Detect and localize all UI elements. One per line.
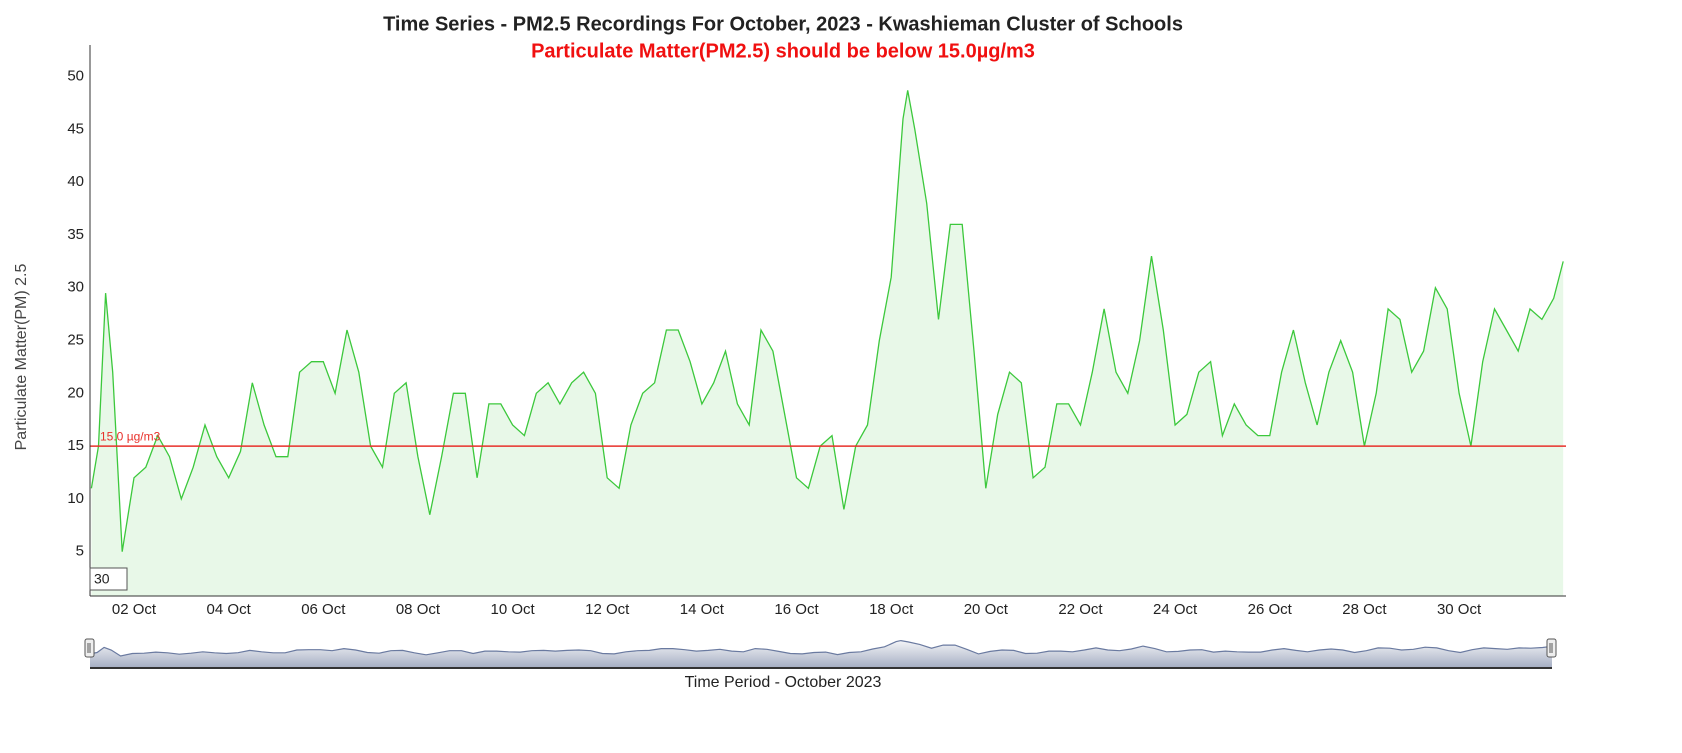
x-tick-label: 26 Oct <box>1248 601 1293 618</box>
y-tick-label: 30 <box>67 279 84 296</box>
chart-subtitle: Particulate Matter(PM2.5) should be belo… <box>531 40 1035 62</box>
x-tick-label: 20 Oct <box>964 601 1009 618</box>
threshold-label: 15.0 µg/m3 <box>100 429 161 443</box>
y-tick-label: 40 <box>67 173 84 190</box>
y-tick-label: 25 <box>67 332 84 349</box>
y-tick-label: 45 <box>67 120 84 137</box>
x-tick-label: 18 Oct <box>869 601 914 618</box>
x-tick-label: 12 Oct <box>585 601 630 618</box>
x-tick-label: 04 Oct <box>207 601 252 618</box>
rolling-period-input[interactable] <box>89 567 128 591</box>
plot-area: 15.0 µg/m3 <box>90 90 1566 597</box>
x-tick-label: 14 Oct <box>680 601 725 618</box>
x-tick-label: 28 Oct <box>1342 601 1387 618</box>
y-tick-label: 20 <box>67 384 84 401</box>
y-tick-label: 10 <box>67 490 84 507</box>
y-axis-label: Particulate Matter(PM) 2.5 <box>13 264 30 451</box>
range-line <box>89 639 1553 657</box>
x-tick-label: 08 Oct <box>396 601 441 618</box>
chart-title: Time Series - PM2.5 Recordings For Octob… <box>383 13 1183 35</box>
x-tick-label: 02 Oct <box>112 601 157 618</box>
y-tick-label: 50 <box>67 68 84 85</box>
y-tick-label: 15 <box>67 437 84 454</box>
x-tick-label: 16 Oct <box>774 601 819 618</box>
x-tick-label: 10 Oct <box>490 601 535 618</box>
x-tick-label: 30 Oct <box>1437 601 1482 618</box>
x-tick-label: 24 Oct <box>1153 601 1198 618</box>
range-selector[interactable] <box>84 638 1557 668</box>
x-tick-label: 06 Oct <box>301 601 346 618</box>
x-tick-label: 22 Oct <box>1058 601 1103 618</box>
line <box>90 90 1564 552</box>
area <box>91 90 1564 597</box>
x-axis-label: Time Period - October 2023 <box>685 674 882 691</box>
rolling-period-value[interactable]: 30 <box>94 571 110 587</box>
y-tick-label: 35 <box>67 226 84 243</box>
range-area <box>90 640 1552 668</box>
y-tick-label: 5 <box>76 543 84 560</box>
